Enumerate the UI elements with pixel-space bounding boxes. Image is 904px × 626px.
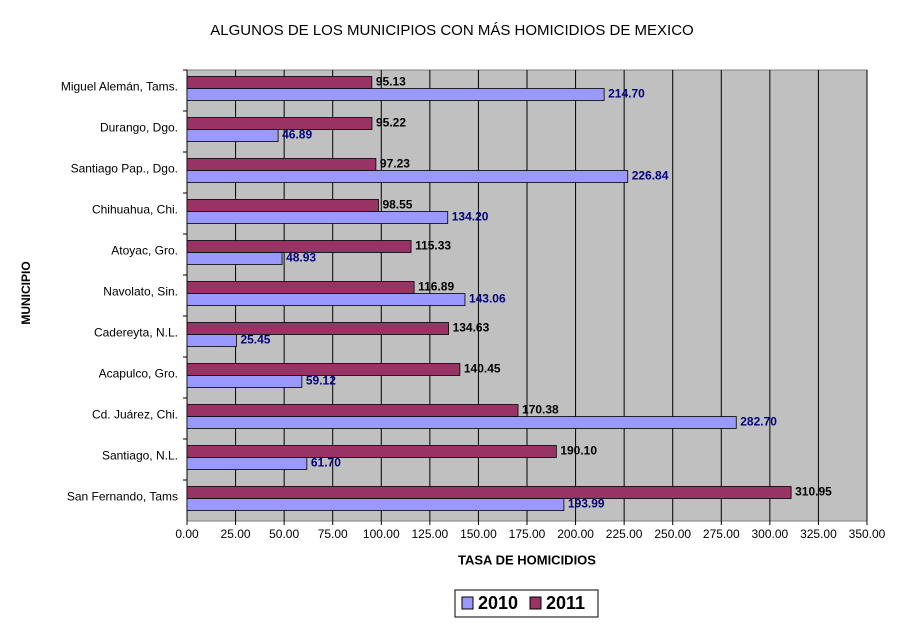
y-tick-label: Cadereyta, N.L.	[94, 326, 178, 340]
data-label: 116.89	[418, 280, 454, 294]
legend-swatch	[529, 596, 542, 610]
data-label: 95.13	[376, 75, 406, 89]
legend-label: 2011	[546, 593, 585, 613]
y-tick-label: San Fernando, Tams	[67, 490, 178, 504]
data-label: 214.70	[608, 87, 645, 101]
data-label: 98.55	[382, 198, 412, 212]
bar	[186, 375, 303, 388]
bar	[186, 88, 605, 101]
data-label: 134.20	[452, 210, 489, 224]
x-tick-label: 0.00	[175, 527, 199, 541]
data-label: 143.06	[469, 292, 506, 306]
x-tick-label: 100.00	[363, 527, 400, 541]
data-label: 170.38	[522, 403, 559, 417]
bar	[186, 486, 792, 499]
bar	[186, 158, 377, 171]
data-label: 310.95	[795, 485, 832, 499]
bar	[186, 293, 466, 306]
data-label: 282.70	[740, 415, 777, 429]
x-tick-label: 225.00	[606, 527, 643, 541]
x-tick-label: 200.00	[557, 527, 594, 541]
x-tick-label: 75.00	[318, 527, 348, 541]
x-tick-label: 275.00	[703, 527, 740, 541]
bar	[186, 416, 737, 429]
data-label: 115.33	[415, 239, 451, 253]
legend-swatch	[461, 596, 474, 610]
data-label: 48.93	[286, 251, 316, 265]
data-label: 25.45	[240, 333, 270, 347]
bar	[186, 117, 373, 130]
bar	[186, 457, 308, 470]
y-tick-label: Durango, Dgo.	[100, 121, 178, 135]
y-tick-label: Chihuahua, Chi.	[92, 203, 178, 217]
legend-box	[454, 589, 599, 618]
bar	[186, 211, 449, 224]
bar	[186, 404, 519, 417]
data-label: 134.63	[453, 321, 490, 335]
bar	[186, 240, 412, 253]
x-tick-label: 250.00	[654, 527, 691, 541]
bar	[186, 363, 461, 376]
y-tick-label: Acapulco, Gro.	[99, 367, 178, 381]
data-label: 226.84	[632, 169, 669, 183]
data-label: 193.99	[568, 497, 605, 511]
x-tick-label: 150.00	[460, 527, 497, 541]
x-tick-label: 325.00	[800, 527, 837, 541]
data-label: 95.22	[376, 116, 406, 130]
bar	[186, 129, 279, 142]
bar	[186, 170, 629, 183]
y-tick-label: Navolato, Sin.	[103, 285, 178, 299]
x-tick-label: 50.00	[269, 527, 299, 541]
x-tick-label: 25.00	[221, 527, 251, 541]
y-tick-label: Atoyac, Gro.	[111, 244, 178, 258]
x-tick-label: 125.00	[412, 527, 449, 541]
data-label: 61.70	[311, 456, 341, 470]
x-tick-label: 300.00	[752, 527, 789, 541]
y-tick-label: Santiago Pap., Dgo.	[71, 162, 178, 176]
data-label: 140.45	[464, 362, 501, 376]
legend-label: 2010	[478, 593, 518, 613]
bar	[186, 498, 565, 511]
y-tick-label: Cd. Juárez, Chi.	[92, 408, 178, 422]
bar	[186, 445, 557, 458]
bar	[186, 199, 379, 212]
data-label: 190.10	[560, 444, 597, 458]
x-tick-label: 175.00	[509, 527, 546, 541]
bar	[186, 76, 373, 89]
x-tick-label: 350.00	[849, 527, 886, 541]
bar	[186, 334, 237, 347]
data-label: 59.12	[306, 374, 336, 388]
bar	[186, 281, 415, 294]
y-tick-label: Miguel Alemán, Tams.	[61, 80, 178, 94]
y-axis-label: MUNICIPIO	[19, 261, 33, 324]
bar	[186, 252, 283, 265]
chart-title: ALGUNOS DE LOS MUNICIPIOS CON MÁS HOMICI…	[210, 22, 693, 39]
data-label: 46.89	[282, 128, 312, 142]
x-axis-label: TASA DE HOMICIDIOS	[458, 552, 596, 567]
bar	[186, 322, 449, 335]
y-tick-label: Santiago, N.L.	[102, 449, 178, 463]
data-label: 97.23	[380, 157, 410, 171]
